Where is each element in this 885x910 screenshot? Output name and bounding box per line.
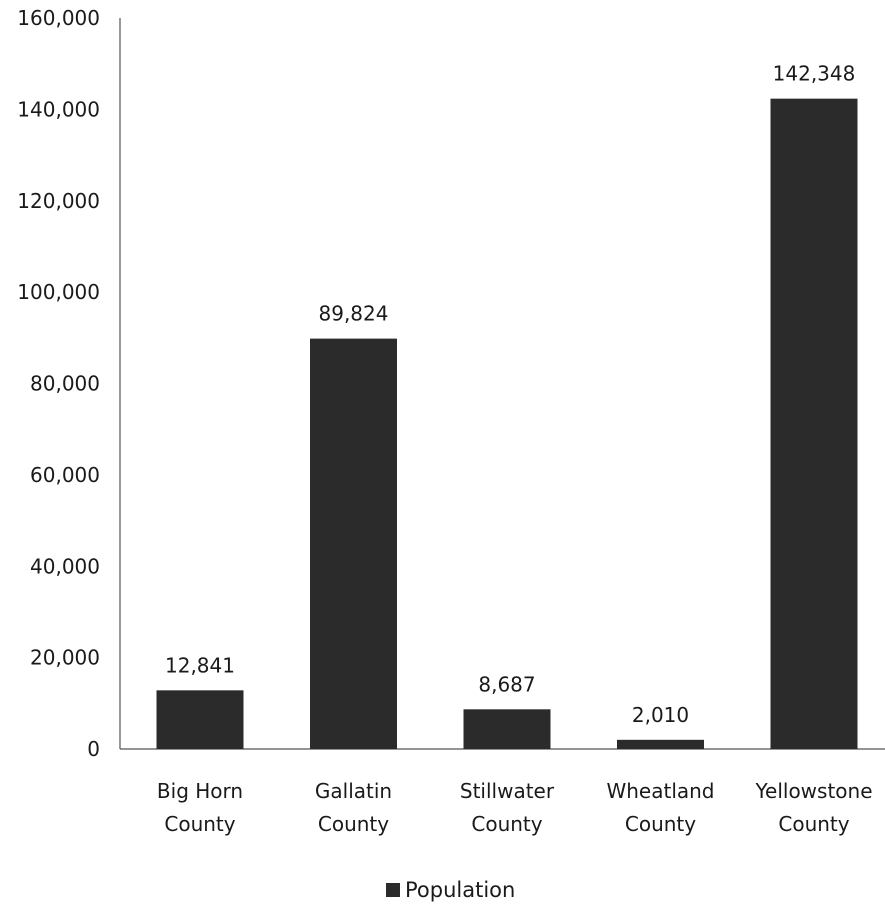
y-tick-label: 20,000 [30,646,100,670]
data-label: 2,010 [632,703,689,727]
category-label: Stillwater [460,779,555,803]
y-tick-label: 80,000 [30,372,100,396]
data-label: 12,841 [165,653,235,677]
bars [156,98,858,749]
y-axis: 0 20,000 40,000 60,000 80,000 100,000 120,000 1… [17,6,121,761]
bar [463,709,551,749]
category-label: County [625,812,696,836]
category-label: County [778,812,849,836]
y-tick-label: 60,000 [30,463,100,487]
category-label: County [471,812,542,836]
bar [156,690,244,749]
y-tick-label: 100,000 [17,280,100,304]
category-label: County [164,812,235,836]
category-label: County [318,812,389,836]
category-label: Big Horn [157,779,243,803]
y-tick-label: 0 [87,737,100,761]
category-label: Gallatin [315,779,392,803]
data-labels: 12,841 89,824 8,687 2,010 142,348 [165,62,855,727]
y-tick-label: 120,000 [17,189,100,213]
legend: Population [386,878,515,902]
y-tick-label: 140,000 [17,97,100,121]
bar [617,739,704,749]
bar [770,98,858,749]
y-tick-label: 160,000 [17,6,100,30]
legend-label-population: Population [405,878,515,902]
category-labels: Big Horn County Gallatin County Stillwater Co… [157,779,873,836]
bar [310,338,397,749]
category-label: Yellowstone [754,779,872,803]
data-label: 142,348 [773,62,856,86]
data-label: 89,824 [319,302,389,326]
y-tick-label: 40,000 [30,554,100,578]
category-label: Wheatland [606,779,714,803]
data-label: 8,687 [478,672,535,696]
legend-swatch-population [386,883,400,897]
